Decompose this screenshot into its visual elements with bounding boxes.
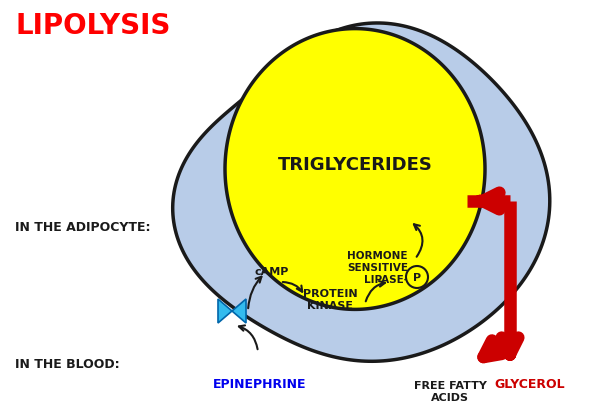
Text: PROTEIN
KINASE: PROTEIN KINASE <box>302 288 358 311</box>
Text: P: P <box>413 272 421 282</box>
Text: LIPOLYSIS: LIPOLYSIS <box>15 12 170 40</box>
Text: GLYCEROL: GLYCEROL <box>494 377 565 391</box>
Circle shape <box>406 266 428 288</box>
Polygon shape <box>218 299 232 323</box>
Text: FREE FATTY
ACIDS: FREE FATTY ACIDS <box>413 380 487 402</box>
Text: TRIGLYCERIDES: TRIGLYCERIDES <box>278 156 433 173</box>
Polygon shape <box>232 299 246 323</box>
Polygon shape <box>173 24 550 361</box>
Text: EPINEPHRINE: EPINEPHRINE <box>213 377 307 391</box>
Text: IN THE BLOOD:: IN THE BLOOD: <box>15 358 119 370</box>
Text: HORMONE
SENSITIVE
LIPASE-: HORMONE SENSITIVE LIPASE- <box>347 250 408 285</box>
Text: cAMP: cAMP <box>255 266 289 276</box>
Text: IN THE ADIPOCYTE:: IN THE ADIPOCYTE: <box>15 221 151 234</box>
Polygon shape <box>225 30 485 310</box>
